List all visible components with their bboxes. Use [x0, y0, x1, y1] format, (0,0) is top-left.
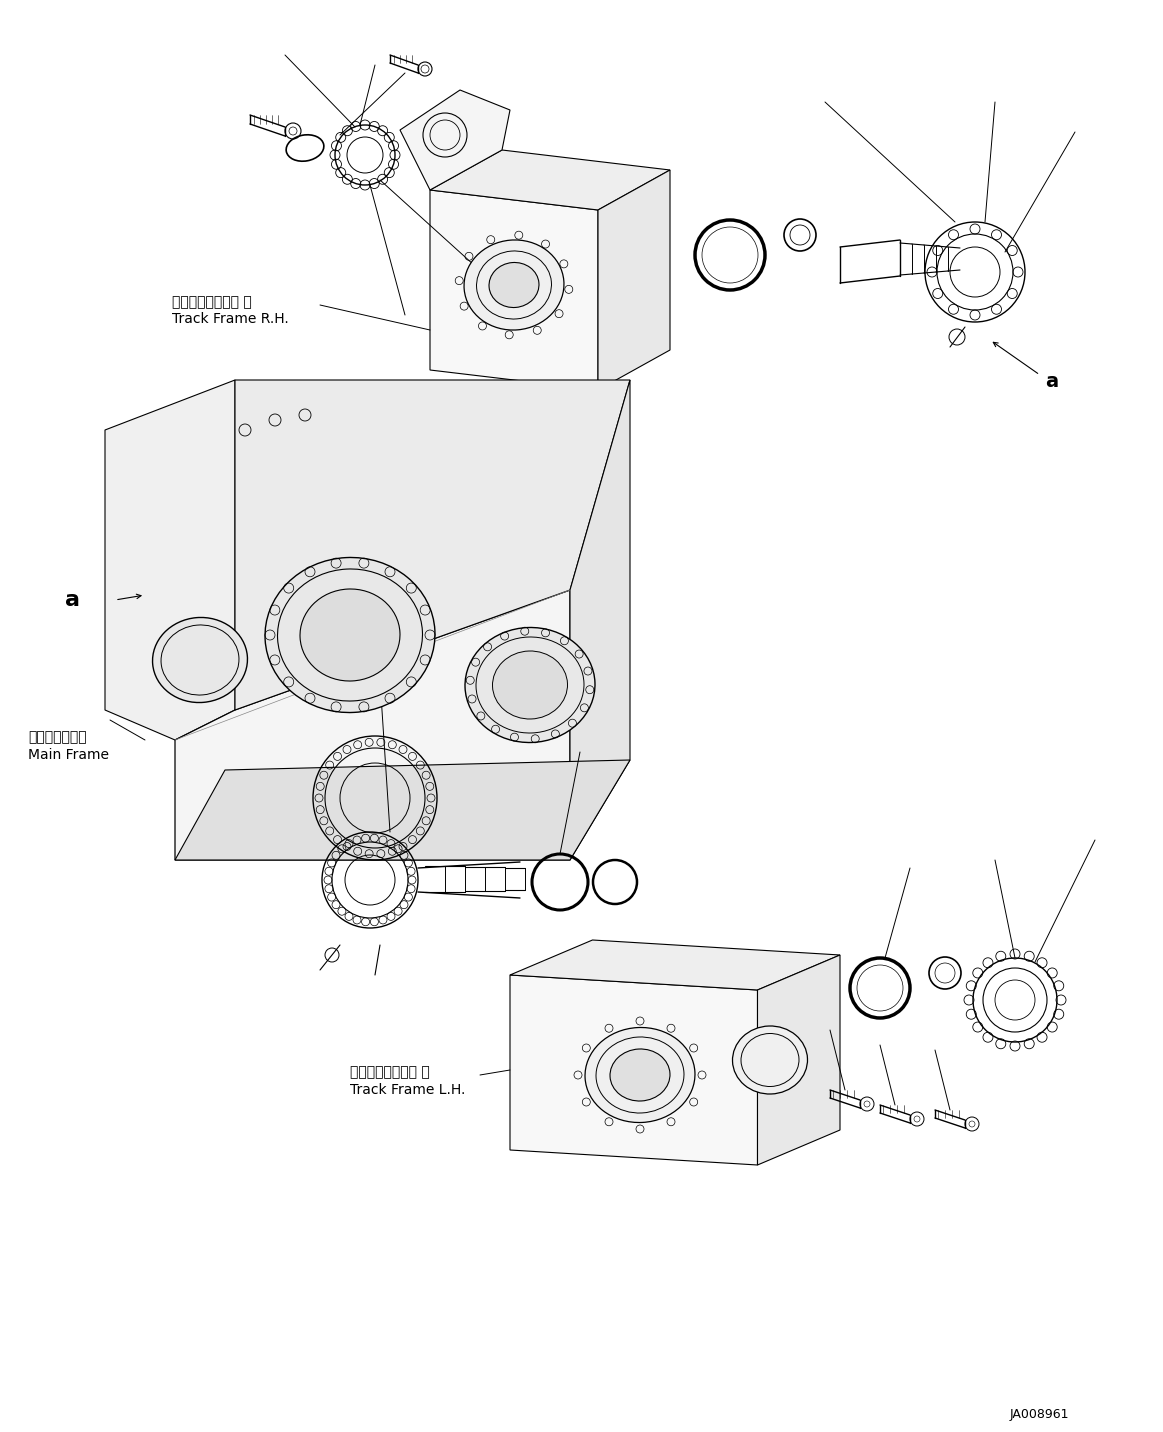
Ellipse shape [611, 1050, 670, 1101]
Polygon shape [400, 90, 511, 190]
Text: Track Frame R.H.: Track Frame R.H. [172, 312, 288, 326]
Polygon shape [174, 590, 570, 861]
Text: JA008961: JA008961 [1009, 1408, 1070, 1421]
Polygon shape [174, 760, 630, 861]
Polygon shape [430, 190, 598, 390]
Polygon shape [757, 955, 840, 1166]
Ellipse shape [488, 262, 538, 308]
Ellipse shape [464, 241, 564, 329]
Text: a: a [65, 590, 80, 610]
Polygon shape [511, 939, 840, 990]
Polygon shape [105, 379, 235, 740]
Ellipse shape [465, 627, 595, 743]
Ellipse shape [492, 652, 568, 719]
Ellipse shape [733, 1025, 807, 1094]
Polygon shape [570, 379, 630, 861]
Text: Track Frame L.H.: Track Frame L.H. [350, 1083, 465, 1097]
Text: メインフレーム: メインフレーム [28, 730, 86, 745]
Ellipse shape [265, 557, 435, 713]
Polygon shape [598, 170, 670, 390]
Ellipse shape [585, 1028, 695, 1123]
Text: トラックフレーム 右: トラックフレーム 右 [172, 295, 251, 309]
Polygon shape [430, 150, 670, 211]
Text: a: a [1046, 372, 1058, 391]
Text: トラックフレーム 左: トラックフレーム 左 [350, 1065, 430, 1078]
Ellipse shape [300, 589, 400, 682]
Polygon shape [511, 975, 757, 1166]
Text: Main Frame: Main Frame [28, 748, 109, 762]
Ellipse shape [152, 617, 248, 703]
Polygon shape [235, 379, 630, 710]
